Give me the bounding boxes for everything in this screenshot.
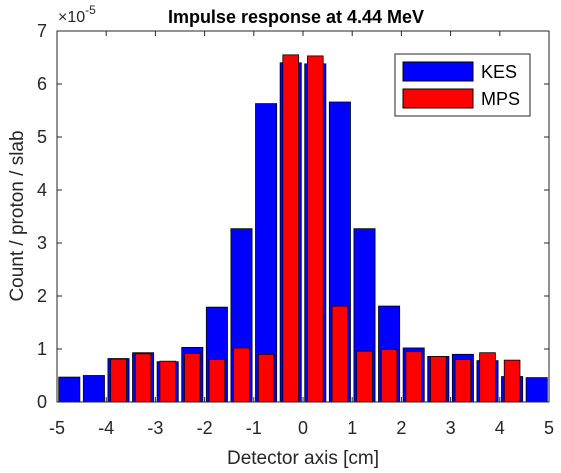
x-tick-label-2: -3 — [147, 418, 163, 438]
bar-mps-15 — [430, 356, 447, 403]
y-axis-label: Count / proton / slab — [7, 130, 28, 301]
chart-title: Impulse response at 4.44 MeV — [168, 7, 424, 27]
bar-mps-16 — [454, 359, 472, 403]
bar-mps-3 — [134, 353, 152, 403]
bar-kes-0 — [58, 376, 81, 403]
legend-swatch-mps — [402, 88, 474, 109]
x-tick-label-4: -1 — [246, 418, 262, 438]
y-exponent-base: ×10 — [58, 9, 85, 26]
x-tick-label-1: -4 — [98, 418, 114, 438]
y-tick-label-3: 3 — [37, 233, 47, 253]
y-exponent-label: ×10-5 — [58, 3, 96, 26]
y-tick-label-4: 4 — [37, 180, 47, 200]
y-tick-label-5: 5 — [37, 127, 47, 147]
bar-mps-2 — [110, 358, 127, 403]
y-exponent-power: -5 — [85, 3, 96, 17]
y-tick-label-1: 1 — [37, 339, 47, 359]
bar-mps-13 — [380, 349, 398, 403]
x-tick-label-9: 4 — [495, 418, 505, 438]
x-tick-label-5: 0 — [298, 418, 308, 438]
legend-swatch-kes — [402, 61, 474, 82]
x-tick-label-0: -5 — [49, 418, 65, 438]
legend-label-mps: MPS — [481, 89, 520, 109]
bar-mps-6 — [208, 359, 226, 403]
bar-mps-4 — [159, 360, 176, 403]
bar-mps-18 — [503, 359, 521, 403]
y-tick-label-6: 6 — [37, 74, 47, 94]
bars-layer — [58, 54, 548, 403]
x-tick-label-10: 5 — [544, 418, 554, 438]
bar-kes-1 — [82, 375, 105, 403]
y-tick-label-7: 7 — [37, 21, 47, 41]
y-tick-label-2: 2 — [37, 286, 47, 306]
x-tick-label-8: 3 — [446, 418, 456, 438]
bar-mps-17 — [479, 352, 496, 403]
bar-mps-8 — [257, 353, 275, 403]
x-tick-label-3: -2 — [197, 418, 213, 438]
x-tick-label-7: 2 — [396, 418, 406, 438]
bar-mps-11 — [331, 305, 349, 403]
x-tick-label-6: 1 — [347, 418, 357, 438]
legend-label-kes: KES — [481, 62, 517, 82]
bar-mps-7 — [233, 347, 250, 403]
legend: KES MPS — [394, 53, 531, 117]
bar-kes-19 — [525, 377, 548, 403]
bar-mps-12 — [356, 350, 373, 403]
bar-mps-10 — [307, 55, 324, 403]
ticks-layer: -5 -4 -3 -2 -1 0 1 2 3 4 5 0 1 2 3 4 5 6 7 — [37, 21, 554, 438]
bar-mps-5 — [184, 352, 201, 403]
y-tick-label-0: 0 — [37, 392, 47, 412]
x-axis-label: Detector axis [cm] — [227, 448, 379, 469]
bar-mps-14 — [405, 351, 422, 403]
bar-mps-9 — [282, 54, 299, 403]
